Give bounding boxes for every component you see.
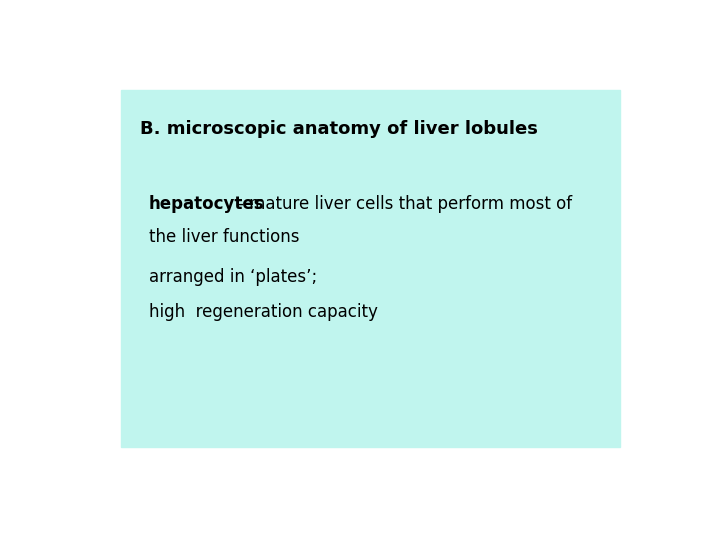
FancyBboxPatch shape	[121, 90, 620, 447]
Text: high  regeneration capacity: high regeneration capacity	[148, 303, 377, 321]
Text: B. microscopic anatomy of liver lobules: B. microscopic anatomy of liver lobules	[140, 120, 538, 138]
Text: hepatocytes: hepatocytes	[148, 195, 264, 213]
Text: - mature liver cells that perform most of: - mature liver cells that perform most o…	[238, 195, 572, 213]
Text: arranged in ‘plates’;: arranged in ‘plates’;	[148, 268, 317, 286]
Text: the liver functions: the liver functions	[148, 228, 299, 246]
